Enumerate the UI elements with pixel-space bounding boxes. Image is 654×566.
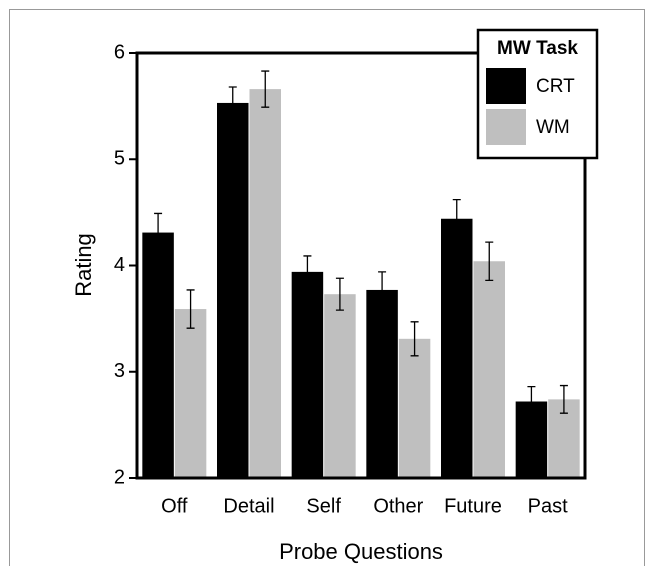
- bar: [366, 289, 398, 478]
- legend-label: WM: [536, 117, 570, 138]
- figure-border: [9, 9, 645, 566]
- x-tick-label: Other: [373, 495, 423, 517]
- error-bar: [527, 385, 536, 418]
- error-bar: [186, 289, 195, 329]
- bar: [398, 338, 431, 478]
- error-bar: [378, 271, 387, 309]
- y-tick-label: 4: [114, 254, 125, 276]
- error-bar: [559, 384, 568, 414]
- y-tick-label: 3: [114, 360, 125, 382]
- x-tick-label: Off: [161, 495, 188, 517]
- y-tick-label: 2: [114, 466, 125, 488]
- error-bar: [303, 255, 312, 289]
- error-bar: [261, 70, 270, 108]
- bar: [441, 218, 473, 478]
- bar: [473, 261, 505, 478]
- error-bar: [410, 321, 419, 357]
- bar: [174, 309, 207, 478]
- error-bar: [452, 198, 461, 239]
- legend-swatch: [486, 109, 526, 145]
- bar: [291, 271, 324, 478]
- x-tick-label: Past: [528, 495, 568, 517]
- bar: [324, 294, 356, 478]
- x-tick-label: Self: [306, 495, 341, 517]
- legend-label: CRT: [536, 76, 575, 97]
- x-axis-label: Probe Questions: [279, 539, 443, 564]
- y-tick-label: 6: [114, 41, 125, 63]
- plot-frame: [135, 51, 587, 480]
- x-tick-label: Future: [444, 495, 502, 517]
- error-bar: [335, 277, 344, 311]
- error-bar: [485, 241, 494, 282]
- y-tick-label: 5: [114, 148, 125, 170]
- legend-title: MW Task: [497, 38, 578, 59]
- bar: [249, 89, 281, 478]
- error-bar: [154, 212, 163, 253]
- error-bar: [228, 86, 237, 120]
- bar: [217, 102, 249, 478]
- legend-swatch: [486, 68, 526, 104]
- y-axis-label: Rating: [71, 233, 96, 297]
- x-tick-label: Detail: [223, 495, 274, 517]
- bar: [142, 232, 174, 478]
